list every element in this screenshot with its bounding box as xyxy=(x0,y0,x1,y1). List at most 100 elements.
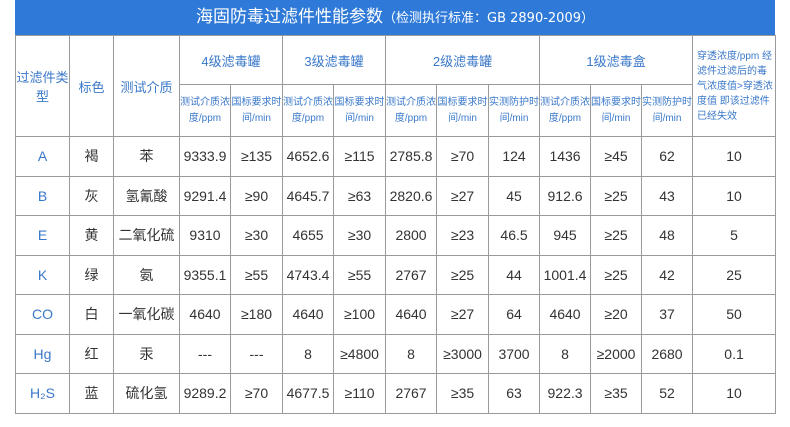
table-cell: 42 xyxy=(641,254,694,295)
sub-req: 国标要求时间/min xyxy=(590,84,643,137)
table-cell: 氢氰酸 xyxy=(113,175,180,216)
table-cell: 43 xyxy=(641,175,694,216)
header-breakthrough: 穿透浓度/ppm 经滤件过滤后的毒气浓度值>穿透浓度值 即该过滤件已经失效 xyxy=(692,35,777,137)
table-cell: 9291.4 xyxy=(179,175,231,216)
table-cell: ≥23 xyxy=(436,215,490,256)
table-cell: 9333.9 xyxy=(179,136,231,177)
table-cell: 2785.8 xyxy=(385,136,438,177)
filter-type-cell: H₂S xyxy=(15,373,70,414)
spec-sheet: 海固防毒过滤件性能参数（检测执行标准：GB 2890-2009） 过滤件类型 标… xyxy=(15,0,777,414)
table-cell: ≥90 xyxy=(229,175,284,216)
spec-table: 过滤件类型 标色 测试介质 4级滤毒罐 3级滤毒罐 2级滤毒罐 1级滤毒盒 穿透… xyxy=(15,35,777,414)
sub-req: 国标要求时间/min xyxy=(229,84,284,137)
group-3: 3级滤毒罐 xyxy=(282,35,387,85)
table-cell: 白 xyxy=(69,294,114,335)
table-cell: 绿 xyxy=(69,254,114,295)
filter-type-cell: Hg xyxy=(15,333,70,374)
table-cell: 4652.6 xyxy=(282,136,335,177)
table-cell: 红 xyxy=(69,333,114,374)
table-cell: 37 xyxy=(641,294,694,335)
table-row: CO 白一氧化碳 4640 ≥180 4640 ≥100 4640 ≥27 64 4640 ≥20 3… xyxy=(15,294,777,335)
table-cell: 8 xyxy=(385,333,438,374)
table-row: H₂S 蓝硫化氢 9289.2 ≥70 4677.5 ≥110 2767 ≥35 63 922.3… xyxy=(15,373,777,414)
table-cell: 2820.6 xyxy=(385,175,438,216)
filter-type-cell: K xyxy=(15,254,70,295)
table-row: K 绿氨 9355.1 ≥55 4743.4 ≥55 2767 ≥25 44 1001.4 ≥25 4… xyxy=(15,254,777,295)
table-cell: 912.6 xyxy=(539,175,592,216)
table-cell: 4640 xyxy=(539,294,592,335)
table-cell: ≥30 xyxy=(333,215,387,256)
table-cell: 4640 xyxy=(179,294,231,335)
table-cell: ≥25 xyxy=(590,175,643,216)
table-cell: 44 xyxy=(488,254,541,295)
sub-meas: 实测防护时间/min xyxy=(488,84,541,137)
table-cell: 4640 xyxy=(282,294,335,335)
table-cell: 9310 xyxy=(179,215,231,256)
sub-conc: 测试介质浓度/ppm xyxy=(385,84,438,137)
table-cell: ≥110 xyxy=(333,373,387,414)
table-cell: ≥20 xyxy=(590,294,643,335)
sub-conc: 测试介质浓度/ppm xyxy=(179,84,231,137)
title-sub: （检测执行标准：GB 2890-2009） xyxy=(383,11,594,26)
table-cell: 汞 xyxy=(113,333,180,374)
sub-meas: 实测防护时间/min xyxy=(641,84,694,137)
table-cell: 945 xyxy=(539,215,592,256)
table-row: E 黄二氧化硫 9310 ≥30 4655 ≥30 2800 ≥23 46.5 945 ≥25 48 5 xyxy=(15,215,777,256)
table-cell: 二氧化硫 xyxy=(113,215,180,256)
table-cell: ≥180 xyxy=(229,294,284,335)
table-cell: 1001.4 xyxy=(539,254,592,295)
filter-type-cell: CO xyxy=(15,294,70,335)
table-cell: ≥4800 xyxy=(333,333,387,374)
table-cell: 10 xyxy=(692,373,777,414)
table-cell: 8 xyxy=(539,333,592,374)
table-cell: 124 xyxy=(488,136,541,177)
table-cell: 46.5 xyxy=(488,215,541,256)
table-cell: 50 xyxy=(692,294,777,335)
table-cell: 48 xyxy=(641,215,694,256)
page-title: 海固防毒过滤件性能参数（检测执行标准：GB 2890-2009） xyxy=(15,0,775,35)
table-cell: 黄 xyxy=(69,215,114,256)
group-4: 4级滤毒罐 xyxy=(178,35,284,85)
table-cell: 4645.7 xyxy=(282,175,335,216)
table-cell: 9355.1 xyxy=(179,254,231,295)
group-2: 2级滤毒罐 xyxy=(385,35,541,85)
table-cell: ≥135 xyxy=(229,136,284,177)
table-cell: 5 xyxy=(692,215,777,256)
table-cell: ≥45 xyxy=(590,136,643,177)
table-cell: ≥27 xyxy=(436,175,490,216)
table-cell: 硫化氢 xyxy=(113,373,180,414)
table-cell: --- xyxy=(229,333,284,374)
filter-type-cell: E xyxy=(15,215,70,256)
table-cell: 苯 xyxy=(113,136,180,177)
table-cell: 62 xyxy=(641,136,694,177)
sub-req: 国标要求时间/min xyxy=(333,84,387,137)
table-cell: 922.3 xyxy=(539,373,592,414)
table-row: B 灰氢氰酸 9291.4 ≥90 4645.7 ≥63 2820.6 ≥27 45 912.6 ≥… xyxy=(15,175,777,216)
table-cell: 45 xyxy=(488,175,541,216)
table-cell: ≥55 xyxy=(229,254,284,295)
table-cell: --- xyxy=(179,333,231,374)
table-cell: ≥70 xyxy=(229,373,284,414)
table-cell: 1436 xyxy=(539,136,592,177)
sub-req: 国标要求时间/min xyxy=(436,84,490,137)
table-cell: 63 xyxy=(488,373,541,414)
table-row: A 褐苯 9333.9 ≥135 4652.6 ≥115 2785.8 ≥70 124 1436 ≥… xyxy=(15,136,777,177)
table-cell: ≥35 xyxy=(436,373,490,414)
table-body: A 褐苯 9333.9 ≥135 4652.6 ≥115 2785.8 ≥70 124 1436 ≥… xyxy=(15,136,777,414)
table-cell: 4677.5 xyxy=(282,373,335,414)
sub-conc: 测试介质浓度/ppm xyxy=(282,84,335,137)
table-cell: 8 xyxy=(282,333,335,374)
table-cell: 25 xyxy=(692,254,777,295)
table-cell: ≥100 xyxy=(333,294,387,335)
table-cell: 10 xyxy=(692,136,777,177)
table-cell: 0.1 xyxy=(692,333,777,374)
table-cell: 52 xyxy=(641,373,694,414)
table-cell: 灰 xyxy=(69,175,114,216)
table-cell: ≥63 xyxy=(333,175,387,216)
table-cell: ≥27 xyxy=(436,294,490,335)
table-cell: ≥55 xyxy=(333,254,387,295)
table-cell: 2767 xyxy=(385,254,438,295)
table-cell: ≥25 xyxy=(436,254,490,295)
table-cell: 2680 xyxy=(641,333,694,374)
table-cell: 10 xyxy=(692,175,777,216)
